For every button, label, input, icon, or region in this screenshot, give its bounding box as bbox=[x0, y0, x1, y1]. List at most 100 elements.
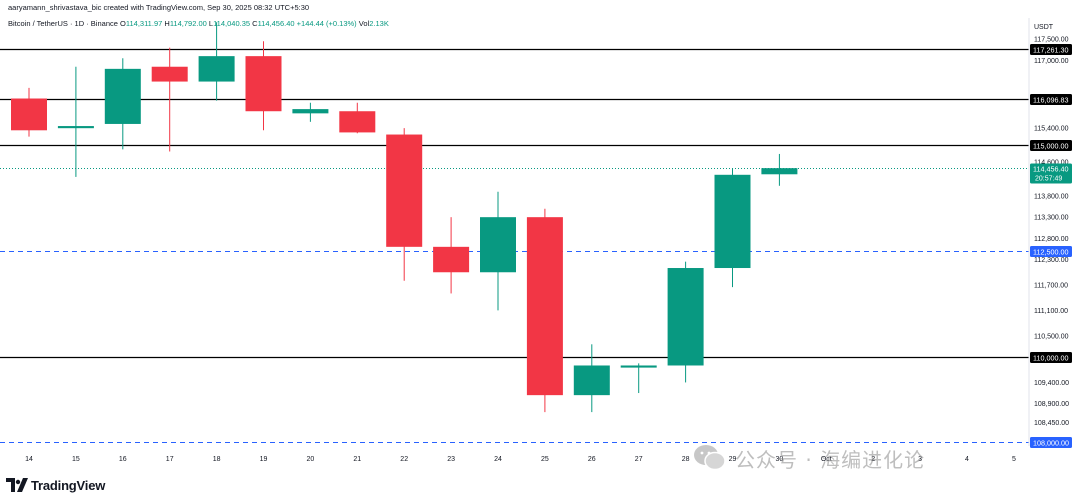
symbol-name[interactable]: Bitcoin / TetherUS · 1D · Binance bbox=[8, 19, 118, 28]
close-value: 114,456.40 bbox=[257, 19, 295, 28]
wechat-icon bbox=[694, 445, 726, 471]
x-tick-label: 28 bbox=[682, 456, 690, 463]
candle-29[interactable] bbox=[714, 168, 751, 288]
candle-15[interactable] bbox=[57, 66, 94, 177]
candle-body bbox=[104, 68, 141, 124]
candle-body bbox=[198, 56, 235, 82]
y-tick-label: 117,500.00 bbox=[1034, 37, 1069, 44]
x-tick-label: 29 bbox=[729, 456, 737, 463]
price-axis[interactable]: 117,500.00 117,000.00 115,400.00 114,600.00… bbox=[1034, 37, 1069, 428]
change-value: +144.44 (+0.13%) bbox=[296, 19, 357, 28]
level-lines bbox=[0, 48, 1029, 443]
y-tick-label: 112,800.00 bbox=[1034, 236, 1069, 243]
countdown-tag: 20:57:49 bbox=[1035, 176, 1062, 183]
candle-20[interactable] bbox=[292, 102, 329, 122]
author-line: aaryamann_shrivastava_bic created with T… bbox=[8, 3, 310, 12]
tradingview-logo-icon bbox=[6, 478, 28, 492]
brand-name: TradingView bbox=[31, 477, 106, 493]
candle-16[interactable] bbox=[104, 58, 141, 150]
x-tick-label: 22 bbox=[400, 456, 408, 463]
x-tick-label: 15 bbox=[72, 456, 80, 463]
candle-27[interactable] bbox=[620, 363, 657, 394]
candle-body bbox=[386, 134, 423, 247]
x-tick-label: 23 bbox=[447, 456, 455, 463]
x-tick-label: 24 bbox=[494, 456, 502, 463]
y-tick-label: 111,700.00 bbox=[1034, 282, 1068, 289]
x-tick-label: 30 bbox=[776, 456, 784, 463]
level-tag-2: 115,000.00 bbox=[1033, 142, 1068, 151]
x-tick-label: 3 bbox=[918, 456, 922, 463]
level-tag-bg-4 bbox=[1030, 352, 1072, 363]
candle-body bbox=[761, 168, 798, 175]
candle-25[interactable] bbox=[526, 208, 563, 413]
candle-28[interactable] bbox=[667, 261, 704, 383]
candle-body bbox=[57, 126, 94, 129]
level-tag-bg-2 bbox=[1030, 140, 1072, 151]
y-tick-label: 113,300.00 bbox=[1034, 215, 1069, 222]
candle-14[interactable] bbox=[11, 87, 47, 137]
candle-body bbox=[151, 66, 188, 82]
current-price-tag-bg bbox=[1030, 163, 1072, 184]
x-tick-label: 27 bbox=[635, 456, 643, 463]
candle-22[interactable] bbox=[386, 128, 423, 281]
candle-17[interactable] bbox=[151, 47, 188, 152]
currency-label: USDT bbox=[1034, 24, 1054, 31]
level-tag-bg-5 bbox=[1030, 437, 1072, 448]
level-tag-3: 112,500.00 bbox=[1033, 248, 1068, 257]
current-price-tag: 114,456.40 bbox=[1033, 165, 1068, 174]
vol-value: 2.13K bbox=[369, 19, 389, 28]
level-tag-4: 110,000.00 bbox=[1033, 354, 1068, 363]
tradingview-logo[interactable]: TradingView bbox=[6, 476, 105, 494]
vol-label: Vol bbox=[358, 19, 370, 28]
y-tick-label: 115,400.00 bbox=[1034, 126, 1069, 133]
level-tag-bg-0 bbox=[1030, 44, 1072, 55]
x-tick-label: 14 bbox=[25, 456, 33, 463]
y-tick-label: 108,900.00 bbox=[1034, 401, 1069, 408]
candle-body bbox=[480, 217, 516, 273]
high-label: H bbox=[164, 19, 170, 28]
time-axis[interactable]: 14 15 16 17 18 19 20 21 22 23 24 25 26 27 28 29 30 Oct 2 3 4… bbox=[25, 456, 1016, 463]
x-tick-label: 20 bbox=[307, 456, 315, 463]
x-tick-label: 18 bbox=[213, 456, 221, 463]
candle-body bbox=[292, 109, 329, 114]
level-tag-5: 108,000.00 bbox=[1033, 439, 1069, 448]
x-tick-label: Oct bbox=[821, 456, 832, 463]
y-tick-label: 114,600.00 bbox=[1034, 160, 1069, 167]
candle-body bbox=[339, 111, 376, 133]
level-tags: 117,261.30 116,096.83 115,000.00 112,500.00… bbox=[1030, 44, 1072, 448]
candle-24[interactable] bbox=[480, 191, 516, 311]
open-label: O bbox=[120, 19, 126, 28]
high-value: 114,792.00 bbox=[169, 19, 207, 28]
candle-26[interactable] bbox=[573, 344, 610, 413]
candle-body bbox=[11, 98, 47, 131]
x-tick-label: 5 bbox=[1012, 456, 1016, 463]
candle-30[interactable] bbox=[761, 153, 798, 186]
y-tick-label: 117,000.00 bbox=[1034, 58, 1069, 65]
open-value: 114,311.97 bbox=[125, 19, 163, 28]
x-tick-label: 21 bbox=[353, 456, 361, 463]
candle-body bbox=[714, 174, 751, 269]
x-tick-label: 17 bbox=[166, 456, 174, 463]
low-label: L bbox=[208, 19, 214, 28]
x-tick-label: 25 bbox=[541, 456, 549, 463]
candles bbox=[11, 22, 798, 413]
candle-body bbox=[433, 246, 470, 273]
candle-body bbox=[245, 56, 282, 112]
x-tick-label: 26 bbox=[588, 456, 596, 463]
x-tick-label: 16 bbox=[119, 456, 127, 463]
candle-19[interactable] bbox=[245, 41, 282, 131]
level-tag-bg-3 bbox=[1030, 246, 1072, 257]
watermark-text: 公众号 · 海编进化论 bbox=[735, 447, 926, 472]
level-tag-0: 117,261.30 bbox=[1033, 46, 1068, 55]
ohlc-legend: Bitcoin / TetherUS · 1D · Binance O114,3… bbox=[8, 19, 389, 28]
candle-18[interactable] bbox=[198, 22, 235, 101]
candle-21[interactable] bbox=[339, 102, 376, 134]
y-tick-label: 109,400.00 bbox=[1034, 380, 1069, 387]
close-label: C bbox=[252, 19, 258, 28]
low-value: 114,040.35 bbox=[213, 19, 251, 28]
candle-body bbox=[526, 217, 563, 396]
x-tick-label: 19 bbox=[260, 456, 268, 463]
candle-23[interactable] bbox=[433, 217, 470, 294]
candle-body bbox=[573, 365, 610, 396]
